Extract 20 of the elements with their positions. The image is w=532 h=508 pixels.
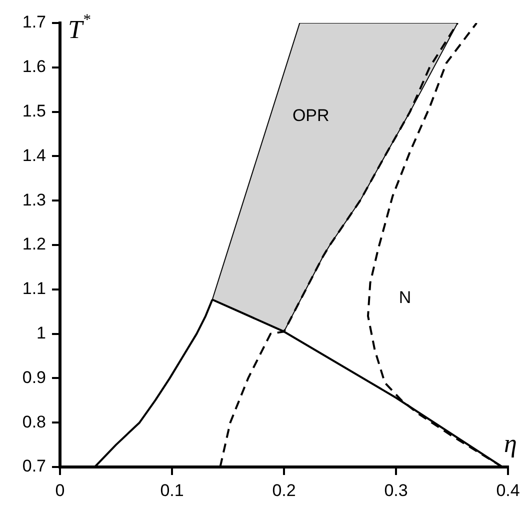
y-tick-label: 0.9 <box>22 368 46 387</box>
y-axis-title: T* <box>68 12 90 44</box>
y-tick-label: 0.7 <box>22 456 46 476</box>
x-tick-label: 0.2 <box>272 480 296 500</box>
x-axis-title: η <box>504 428 517 458</box>
annotation: N <box>398 288 412 307</box>
y-tick-label: 1.5 <box>22 101 46 120</box>
x-tick-label: 0 <box>55 480 65 500</box>
y-tick-label: 1.1 <box>22 279 46 298</box>
y-tick-label: 0.8 <box>22 412 46 432</box>
y-tick-label: 1.6 <box>22 57 46 76</box>
y-tick-label: 1.7 <box>22 12 46 32</box>
x-tick-label: 0.3 <box>384 480 408 500</box>
y-tick-label: 1.3 <box>22 190 46 210</box>
annotation: OPR <box>292 106 330 125</box>
x-tick-label: 0.1 <box>160 480 184 500</box>
y-tick-label: 1.4 <box>22 146 46 165</box>
y-tick-label: 1.2 <box>22 234 46 254</box>
x-tick-label: 0.4 <box>496 480 520 500</box>
y-tick-label: 1 <box>36 323 46 342</box>
